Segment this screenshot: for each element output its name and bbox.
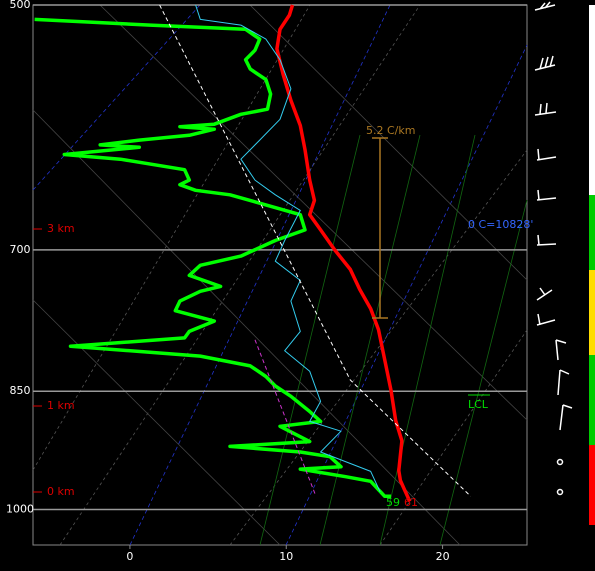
wind-barb <box>534 55 556 71</box>
x-tick-label: 20 <box>436 550 450 563</box>
dry-adiabat <box>99 4 528 421</box>
y-tick-label: 850 <box>10 384 31 397</box>
x-tick-label: 10 <box>279 550 293 563</box>
side-bar <box>589 445 595 525</box>
wind-barb <box>557 369 570 396</box>
dry-adiabat <box>32 299 281 546</box>
isotherm <box>285 44 528 546</box>
adiabat <box>229 149 528 546</box>
sounding-line <box>34 17 391 499</box>
wind-barb <box>559 404 573 431</box>
side-bar <box>589 5 595 195</box>
isotherm <box>129 4 391 546</box>
lapse-rate: 5.2 C/km <box>366 124 415 137</box>
sounding-line <box>159 4 472 497</box>
wind-barb <box>536 148 557 161</box>
plot-frame <box>32 4 528 546</box>
lapse-bracket <box>372 137 388 319</box>
wind-barbs <box>534 1 573 496</box>
adiabat <box>59 4 421 546</box>
height-label: 3 km <box>47 222 75 235</box>
freezing-level: 0 C=10828' <box>468 218 533 231</box>
side-bar <box>589 270 595 355</box>
adiabat <box>32 4 311 471</box>
mixing-ratio <box>439 199 528 546</box>
y-tick-label: 500 <box>10 0 31 11</box>
dry-adiabat <box>32 109 461 546</box>
side-bar <box>589 355 595 445</box>
dry-adiabat <box>249 4 528 281</box>
height-label: 0 km <box>47 485 75 498</box>
y-tick-label: 1000 <box>6 502 34 515</box>
lcl-label: LCL <box>468 398 489 411</box>
background-lines <box>32 4 528 546</box>
wind-barb <box>536 313 556 326</box>
wind-barb <box>555 339 567 361</box>
mixing-ratio <box>259 134 361 546</box>
wind-barb <box>536 189 557 201</box>
height-label: 1 km <box>47 399 75 412</box>
wind-barb <box>534 102 557 116</box>
surface-dewpoint: 59 <box>386 496 400 509</box>
wind-barb <box>536 234 557 246</box>
sounding-line <box>195 4 381 493</box>
x-tick-label: 0 <box>126 550 133 563</box>
series-lines <box>34 4 472 503</box>
annotations: 3 km 1 km 0 km 5.2 C/km 0 C=10828' LCL 5… <box>33 124 533 509</box>
mixing-ratio <box>379 134 476 546</box>
sounding-line <box>275 4 412 503</box>
wind-barb <box>536 287 553 301</box>
y-tick-label: 700 <box>10 243 31 256</box>
calm-wind <box>556 488 564 496</box>
surface-temperature: 61 <box>404 496 418 509</box>
side-bar <box>589 195 595 270</box>
wind-barb <box>534 1 556 11</box>
calm-wind <box>556 458 564 466</box>
